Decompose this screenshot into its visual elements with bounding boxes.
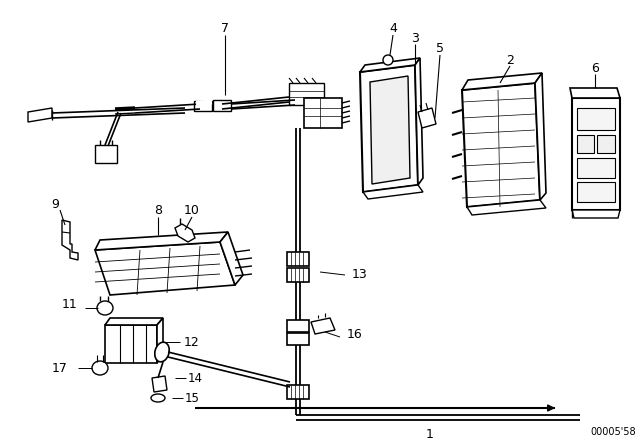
Ellipse shape bbox=[155, 342, 169, 362]
Bar bbox=[577, 158, 615, 178]
Polygon shape bbox=[415, 58, 423, 185]
Ellipse shape bbox=[383, 55, 393, 65]
Bar bbox=[289, 83, 324, 105]
Polygon shape bbox=[105, 318, 163, 325]
Polygon shape bbox=[95, 232, 228, 250]
Polygon shape bbox=[360, 58, 420, 72]
Text: 2: 2 bbox=[506, 53, 514, 66]
Bar bbox=[287, 320, 309, 332]
Polygon shape bbox=[535, 73, 546, 200]
Text: 11: 11 bbox=[62, 298, 78, 311]
Text: 5: 5 bbox=[436, 42, 444, 55]
Bar bbox=[577, 182, 615, 202]
Polygon shape bbox=[570, 88, 620, 98]
Text: 15: 15 bbox=[184, 392, 200, 405]
Polygon shape bbox=[311, 318, 335, 334]
Polygon shape bbox=[95, 242, 235, 295]
Text: 13: 13 bbox=[352, 268, 368, 281]
Polygon shape bbox=[572, 210, 620, 218]
Polygon shape bbox=[360, 65, 418, 192]
Text: 14: 14 bbox=[188, 371, 202, 384]
Text: 00005'58: 00005'58 bbox=[590, 427, 636, 437]
Bar bbox=[194, 101, 212, 111]
Bar bbox=[105, 325, 157, 363]
Polygon shape bbox=[572, 98, 620, 210]
Bar bbox=[597, 135, 615, 153]
Bar bbox=[287, 252, 309, 266]
Polygon shape bbox=[418, 108, 436, 128]
Polygon shape bbox=[62, 220, 78, 260]
Polygon shape bbox=[157, 318, 163, 363]
Bar bbox=[577, 135, 594, 153]
Bar bbox=[287, 333, 309, 345]
Polygon shape bbox=[467, 200, 546, 215]
Text: 17: 17 bbox=[52, 362, 68, 375]
Ellipse shape bbox=[151, 394, 165, 402]
Text: 3: 3 bbox=[411, 31, 419, 44]
Polygon shape bbox=[462, 83, 540, 207]
Text: 10: 10 bbox=[184, 203, 200, 216]
Bar bbox=[287, 385, 309, 399]
Bar bbox=[213, 100, 231, 111]
Text: 9: 9 bbox=[51, 198, 59, 211]
Bar bbox=[95, 145, 117, 163]
Polygon shape bbox=[28, 108, 52, 122]
Polygon shape bbox=[220, 232, 243, 285]
Polygon shape bbox=[370, 76, 410, 184]
Ellipse shape bbox=[97, 301, 113, 315]
Text: 16: 16 bbox=[347, 328, 363, 341]
Bar bbox=[287, 268, 309, 282]
Ellipse shape bbox=[92, 361, 108, 375]
Bar bbox=[577, 108, 615, 130]
Polygon shape bbox=[152, 376, 167, 392]
Bar bbox=[304, 98, 342, 128]
Text: 6: 6 bbox=[591, 61, 599, 74]
Polygon shape bbox=[175, 224, 195, 242]
Polygon shape bbox=[462, 73, 542, 90]
Text: 8: 8 bbox=[154, 203, 162, 216]
Polygon shape bbox=[363, 185, 423, 199]
Text: 7: 7 bbox=[221, 22, 229, 34]
Text: 12: 12 bbox=[184, 336, 200, 349]
Text: 4: 4 bbox=[389, 22, 397, 34]
Text: 1: 1 bbox=[426, 428, 434, 441]
